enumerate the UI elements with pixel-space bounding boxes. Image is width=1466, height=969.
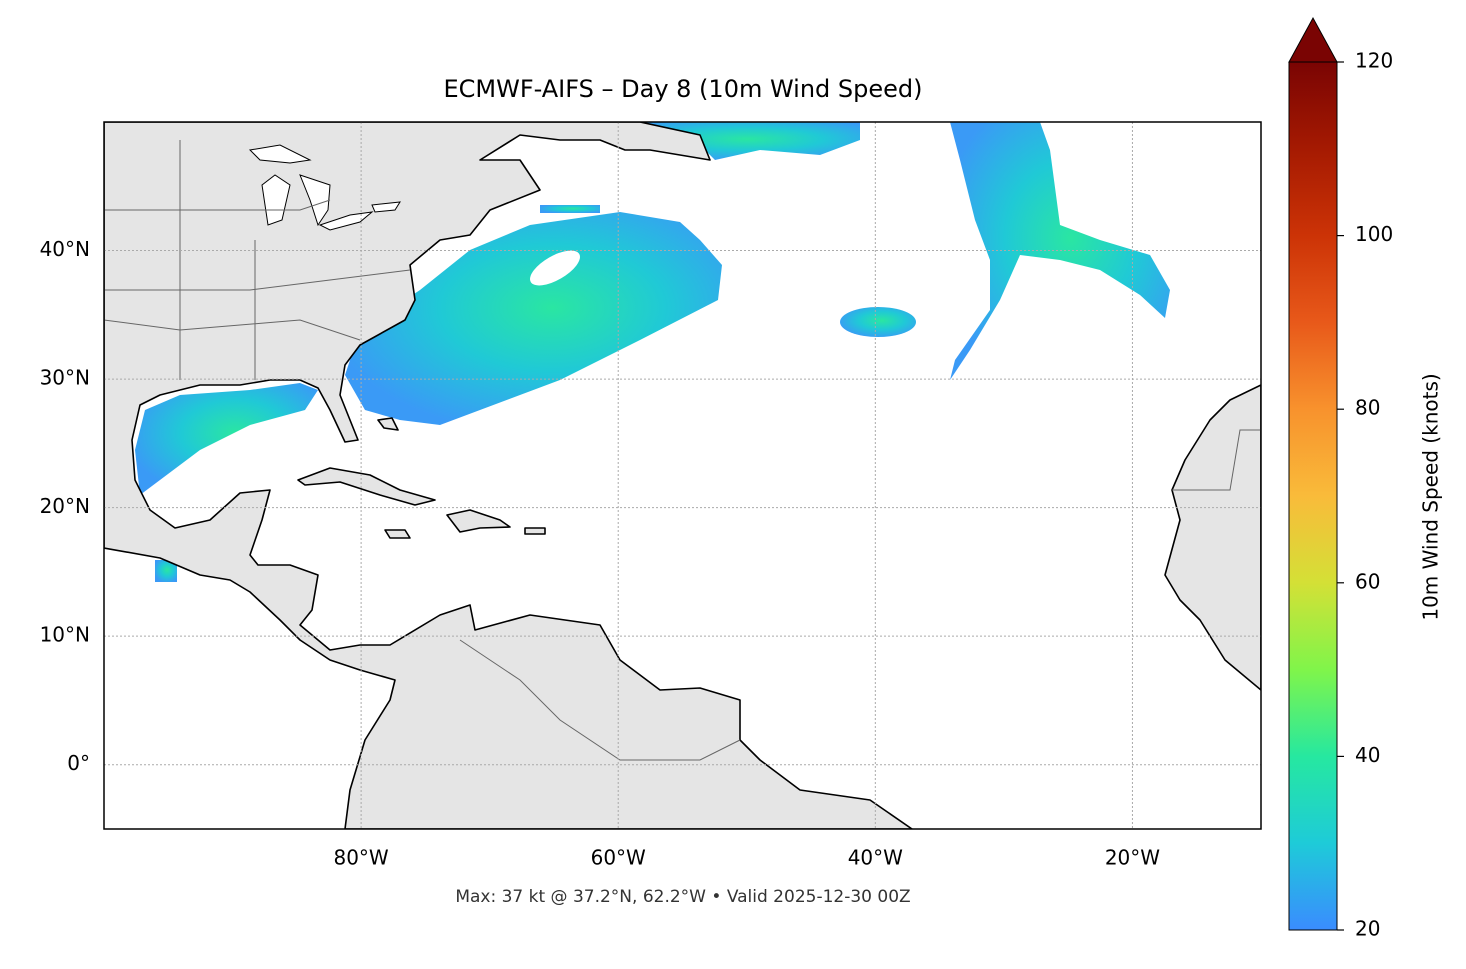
plot-frame [103, 121, 1262, 830]
y-tick-label: 40°N [40, 237, 90, 261]
wind-area [135, 383, 318, 495]
puerto-rico [524, 527, 546, 535]
colorbar-extend [1288, 16, 1338, 63]
wind-area [540, 205, 600, 213]
state-border [104, 269, 411, 291]
state-border [104, 199, 331, 211]
y-tick-label: 10°N [40, 623, 90, 647]
cuba [297, 467, 436, 506]
wind-area [155, 560, 177, 582]
chart-title: ECMWF-AIFS – Day 8 (10m Wind Speed) [443, 75, 922, 103]
colorbar-tick-label: 20 [1355, 917, 1380, 941]
colorbar-tick-label: 120 [1355, 49, 1393, 73]
x-tick-label: 80°W [333, 846, 388, 870]
colorbar-tick-label: 60 [1355, 569, 1380, 593]
lake [318, 211, 374, 231]
x-tick-label: 60°W [591, 846, 646, 870]
lake [371, 201, 401, 213]
y-tick-label: 0° [67, 751, 90, 775]
colorbar-tick-label: 80 [1355, 396, 1380, 420]
x-tick-label: 20°W [1105, 846, 1160, 870]
colorbar-tick-label: 40 [1355, 743, 1380, 767]
country-border [1172, 429, 1261, 491]
jamaica [384, 529, 411, 539]
country-border [459, 639, 741, 761]
africa-land [1164, 384, 1261, 691]
hispaniola [446, 509, 511, 533]
y-tick-label: 20°N [40, 494, 90, 518]
colorbar-tick-label: 100 [1355, 222, 1393, 246]
lake [299, 174, 331, 227]
colorbar [1288, 61, 1338, 931]
wind-area [840, 307, 916, 337]
lake [261, 174, 291, 226]
wind-area [345, 212, 722, 425]
americas-land [104, 122, 913, 829]
x-tick-label: 40°W [848, 846, 903, 870]
y-tick-label: 30°N [40, 366, 90, 390]
footer-note: Max: 37 kt @ 37.2°N, 62.2°W • Valid 2025… [455, 887, 910, 907]
wind-gap [530, 250, 580, 286]
state-border [104, 319, 361, 341]
lake [248, 144, 312, 164]
bahamas [377, 417, 399, 431]
colorbar-label: 10m Wind Speed (knots) [1419, 373, 1443, 620]
map-layer [104, 122, 1261, 829]
